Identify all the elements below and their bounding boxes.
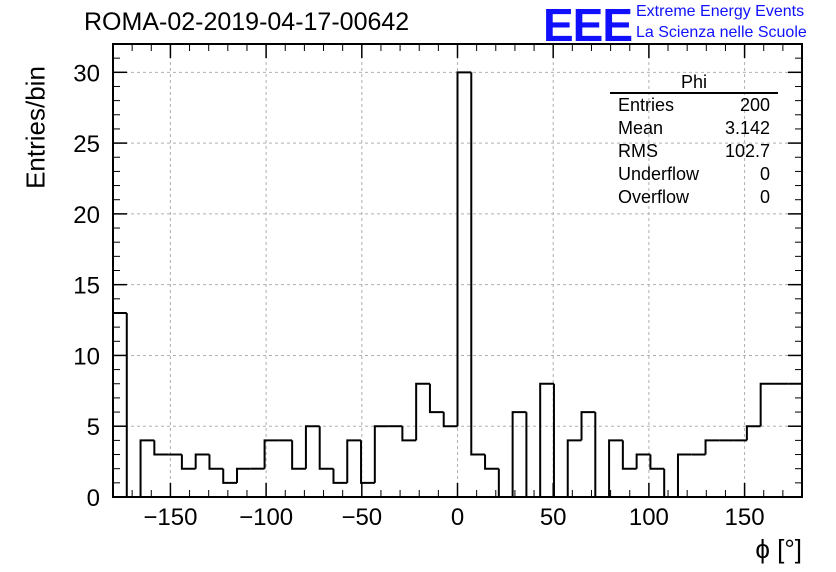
- histogram-bin: [594, 412, 610, 498]
- histogram-bin: [401, 426, 417, 442]
- x-tick-label: 150: [725, 504, 765, 531]
- histogram-bin: [552, 383, 568, 498]
- histogram-bin: [428, 383, 444, 414]
- y-tick-label: 25: [73, 131, 100, 158]
- stats-title: Phi: [610, 72, 778, 94]
- histogram-bin: [194, 453, 210, 469]
- histogram-bin: [112, 311, 127, 497]
- histogram-bin: [415, 382, 430, 441]
- y-tick-label: 20: [73, 202, 100, 229]
- histogram-bin: [360, 440, 375, 484]
- x-tick-label: −50: [341, 504, 382, 531]
- stats-label: Entries: [618, 95, 675, 115]
- y-tick-label: 5: [87, 414, 100, 441]
- x-axis-label: ϕ [°]: [755, 534, 802, 564]
- histogram-bin: [745, 425, 761, 441]
- histogram-bin: [635, 453, 651, 469]
- x-tick-label: 0: [451, 504, 464, 531]
- histogram-bin: [139, 439, 155, 497]
- histogram-bin: [663, 468, 678, 498]
- histogram-bin: [566, 439, 582, 497]
- stats-row: Overflow 0: [610, 186, 778, 209]
- histogram-bin: [704, 439, 720, 455]
- stats-row: Entries 200: [610, 94, 778, 117]
- y-tick-label: 10: [73, 343, 100, 370]
- histogram-bin: [539, 382, 554, 497]
- x-tick-label: 100: [629, 504, 669, 531]
- stats-row: Underflow 0: [610, 163, 778, 186]
- histogram-bin: [470, 72, 486, 456]
- x-tick-label: −100: [239, 504, 293, 531]
- logo-line-1: Extreme Energy Events: [636, 3, 805, 20]
- stats-box: Phi Entries 200 Mean 3.142 RMS 102.7 Underflow…: [610, 72, 778, 209]
- histogram-bin: [456, 71, 472, 427]
- stats-label: RMS: [618, 141, 658, 161]
- stats-row: RMS 102.7: [610, 140, 778, 163]
- histogram-bin: [497, 468, 513, 498]
- histogram-bin: [222, 468, 238, 484]
- histogram-bin: [153, 440, 169, 456]
- histogram-bin: [580, 411, 596, 441]
- y-tick-label: 30: [73, 60, 100, 87]
- histogram-bin: [525, 412, 541, 498]
- histogram-bin: [676, 453, 692, 497]
- x-tick-label: −150: [143, 504, 197, 531]
- logo-line-2: La Scienza nelle Scuole: [636, 24, 807, 41]
- histogram-bin: [125, 312, 141, 498]
- chart-title: ROMA-02-2019-04-17-00642: [84, 8, 410, 36]
- histogram-bin: [236, 467, 251, 483]
- histogram-bin: [318, 426, 334, 470]
- stats-value: 0: [759, 187, 770, 207]
- histogram-bin: [180, 454, 196, 470]
- eee-logo: EEE: [543, 0, 633, 51]
- histogram-bin: [442, 412, 458, 428]
- y-tick-label: 0: [87, 485, 100, 512]
- stats-value: 102.7: [724, 141, 770, 161]
- histogram-bin: [346, 439, 362, 483]
- stats-label: Mean: [618, 118, 664, 138]
- histogram-bin: [759, 382, 775, 427]
- histogram-bin: [649, 454, 665, 470]
- y-tick-label: 15: [73, 273, 100, 300]
- stats-value: 0: [759, 164, 770, 184]
- histogram-bin: [332, 468, 348, 484]
- histogram-bin: [484, 454, 499, 470]
- histogram-bin: [304, 425, 320, 469]
- histogram-bin: [291, 440, 306, 470]
- stats-value: 200: [739, 95, 770, 115]
- histogram-bin: [621, 440, 637, 470]
- stats-row: Mean 3.142: [610, 117, 778, 140]
- stats-label: Overflow: [618, 187, 690, 207]
- histogram-bin: [373, 425, 389, 483]
- histogram-bin: [263, 439, 279, 469]
- histogram-bin: [608, 439, 623, 497]
- stats-label: Underflow: [618, 164, 700, 184]
- x-tick-label: 50: [540, 504, 567, 531]
- histogram-bin: [511, 411, 527, 497]
- stats-value: 3.142: [724, 118, 770, 138]
- histogram-bin: [208, 454, 224, 470]
